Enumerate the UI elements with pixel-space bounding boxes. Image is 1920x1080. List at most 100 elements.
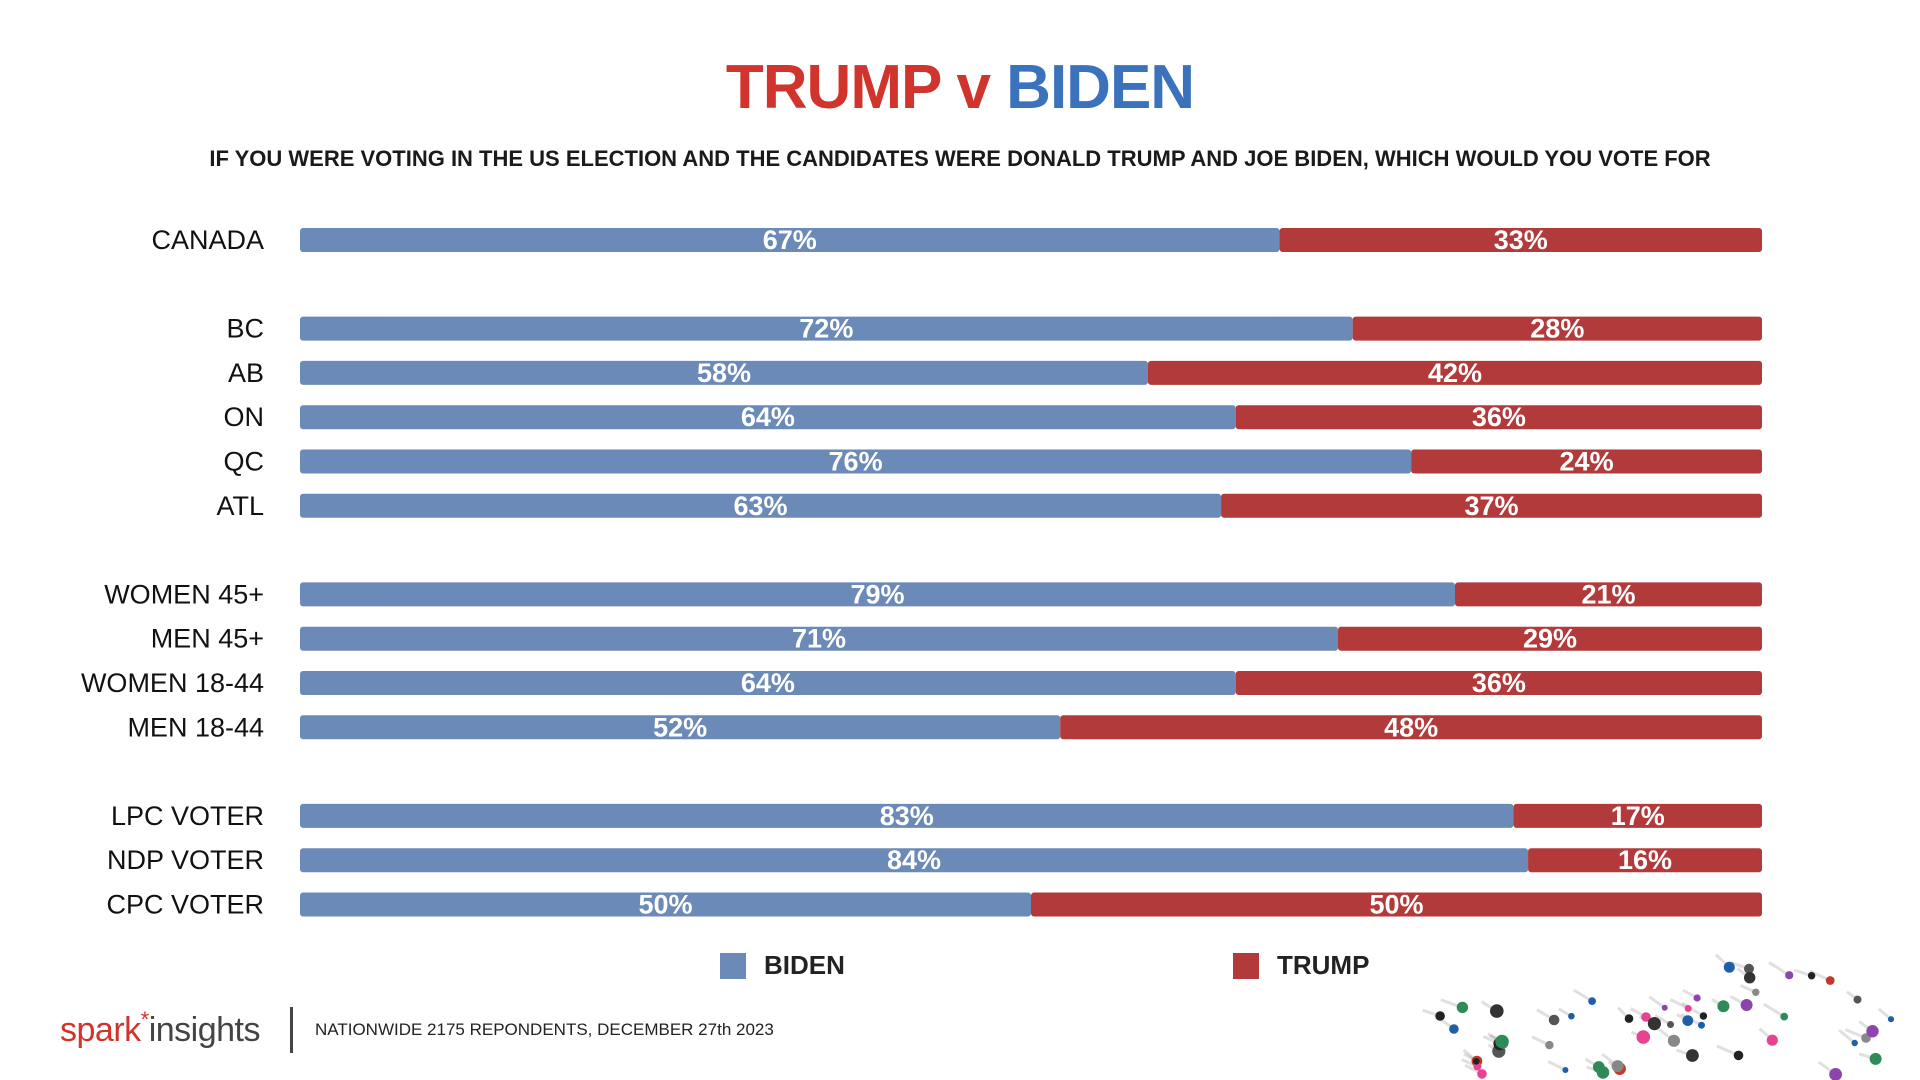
value-label-trump-men-18-44: 48% [1384,712,1438,742]
row-label-ndp-voter: NDP VOTER [107,845,264,875]
crowd-figure [1766,1034,1778,1046]
crowd-figure [1693,994,1701,1002]
crowd-figure [1641,1012,1651,1022]
row-label-bc: BC [226,314,264,344]
value-label-trump-ab: 42% [1428,358,1482,388]
title-trump: TRUMP [725,53,941,122]
crowd-figure [1435,1011,1445,1021]
value-label-biden-ab: 58% [697,358,751,388]
crowd-figure [1661,1004,1668,1011]
bar-biden-ab [300,360,1148,385]
bar-trump-ndp-voter [1528,848,1762,873]
value-label-trump-canada: 33% [1494,225,1548,255]
crowd-shadow [1762,1002,1785,1018]
crowd-figure [1568,1012,1575,1020]
row-label-lpc-voter: LPC VOTER [111,801,264,831]
logo-star: * [140,1006,150,1032]
crowd-figure [1744,963,1754,974]
bar-biden-atl [300,493,1222,518]
logo-insights: insights [148,1010,261,1049]
value-label-trump-cpc-voter: 50% [1369,890,1423,920]
crowd-shadow [1681,1002,1705,1018]
legend-label-biden: BIDEN [764,950,845,980]
bar-trump-lpc-voter [1513,803,1762,828]
crowd-figure [1866,1025,1879,1038]
bar-biden-women-45 [300,582,1455,607]
row-label-ab: AB [228,358,264,388]
row-label-qc: QC [224,447,265,477]
crowd-figure [1887,1016,1895,1023]
value-label-trump-qc: 24% [1560,447,1614,477]
row-label-cpc-voter: CPC VOTER [106,890,264,920]
bar-biden-ndp-voter [300,848,1529,873]
crowd-figure [1490,1004,1504,1018]
footer-divider [289,1007,293,1053]
bar-trump-cpc-voter [1031,892,1762,917]
crowd-figure [1853,995,1862,1004]
crowd-figure [1686,1049,1699,1062]
bar-biden-qc [300,449,1412,474]
bar-biden-canada [300,228,1280,252]
crowd-figure [1785,971,1794,980]
value-label-trump-lpc-voter: 17% [1611,801,1665,831]
crowd-figure [1449,1024,1459,1034]
crowd-shadow [1547,1060,1567,1072]
value-label-trump-ndp-voter: 16% [1618,845,1672,875]
crowd-figure [1667,1034,1680,1047]
crowd-figure [1473,1062,1482,1071]
legend-label-trump: TRUMP [1277,950,1370,980]
crowd-figure [1684,1005,1692,1012]
value-label-biden-women-45: 79% [850,579,904,609]
crowd-figure [1698,1021,1705,1029]
crowd-figure [1733,1050,1744,1061]
bar-trump-men-18-44 [1060,715,1762,740]
crowd-figure [1548,1014,1560,1026]
crowd-figure [1545,1040,1554,1050]
bar-biden-men-45 [300,626,1339,651]
crowd-figure [1636,1030,1651,1044]
crowd-figure [1723,961,1735,973]
crowd-figure [1851,1039,1858,1047]
value-label-trump-women-45: 21% [1581,579,1635,609]
row-label-women-18-44: WOMEN 18-44 [81,668,264,698]
legend-item-trump: TRUMP [1233,950,1369,981]
crowd-figure [1717,1000,1730,1013]
value-label-biden-cpc-voter: 50% [638,890,692,920]
value-label-biden-women-18-44: 64% [741,668,795,698]
crowd-figure [1699,1012,1708,1020]
crowd-figure [1456,1001,1469,1014]
chart-subtitle: IF YOU WERE VOTING IN THE US ELECTION AN… [209,146,1711,171]
crowd-figure [1780,1012,1789,1021]
crowd-figure [1740,999,1753,1011]
chart-title: TRUMP v BIDEN [0,52,1920,123]
crowd-figure [1829,1068,1842,1080]
bar-biden-men-18-44 [300,715,1061,740]
logo-spark: spark [60,1010,141,1049]
crowd-figure [1869,1052,1882,1065]
value-label-biden-men-18-44: 52% [653,712,707,742]
value-label-biden-men-45: 71% [792,624,846,654]
crowd-figure [1495,1034,1509,1049]
bar-trump-on [1235,405,1762,430]
crowd-figure [1752,988,1760,996]
bar-trump-women-45 [1454,582,1762,607]
row-label-atl: ATL [216,491,264,521]
crowd-figure [1825,976,1835,985]
crowd-shadow [1838,1028,1856,1045]
value-label-biden-ndp-voter: 84% [887,845,941,875]
crowd-figure [1611,1060,1624,1073]
legend-swatch-trump [1233,952,1259,979]
row-label-women-45: WOMEN 45+ [104,579,264,609]
value-label-trump-bc: 28% [1530,314,1584,344]
title-biden: BIDEN [1006,53,1195,122]
value-label-biden-lpc-voter: 83% [880,801,934,831]
value-label-trump-men-45: 29% [1523,624,1577,654]
value-label-biden-qc: 76% [829,447,883,477]
footnote: NATIONWIDE 2175 REPONDENTS, DECEMBER 27t… [314,1020,774,1039]
bar-trump-canada [1279,228,1762,252]
crowd-figure [1667,1021,1674,1028]
row-label-canada: CANADA [151,225,264,255]
footer: spark*insights NATIONWIDE 2175 REPONDENT… [60,1000,774,1060]
spark-insights-logo: spark*insights [60,1007,261,1050]
legend-swatch-biden [720,952,746,979]
